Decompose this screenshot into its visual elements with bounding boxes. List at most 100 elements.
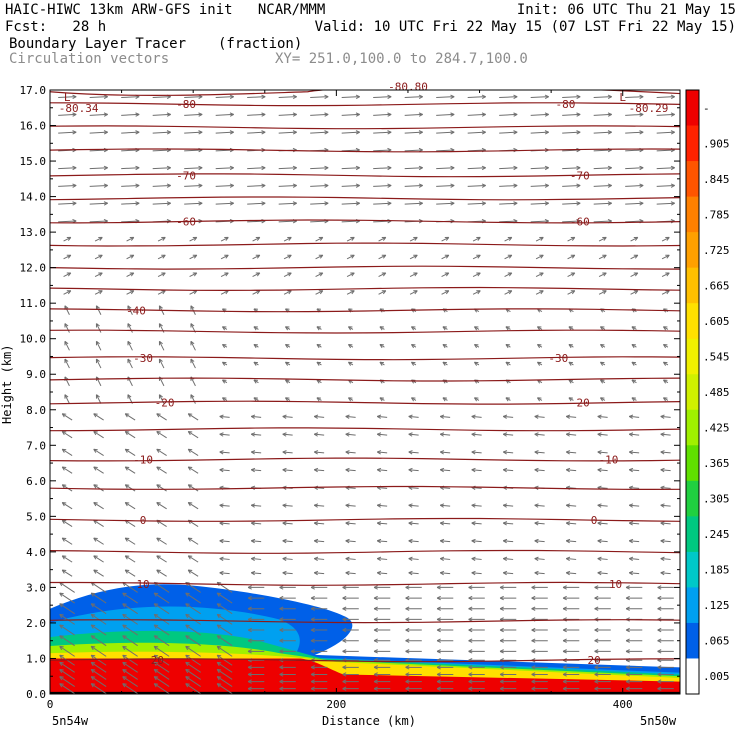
circulation-vector (219, 570, 230, 576)
contour-label: 20 (151, 654, 164, 667)
temperature-contour (50, 265, 680, 270)
circulation-vector (534, 570, 545, 576)
circulation-vector (341, 183, 360, 188)
circulation-vector (61, 537, 73, 545)
circulation-vector (89, 112, 108, 117)
circulation-vector (59, 676, 75, 687)
circulation-vector (184, 112, 203, 117)
circulation-vector (59, 624, 75, 636)
circulation-vector (93, 466, 104, 474)
circulation-vector (600, 326, 606, 331)
circulation-vector (597, 467, 608, 473)
circulation-vector (656, 130, 675, 135)
circulation-vector (625, 595, 643, 601)
circulation-vector (346, 290, 355, 295)
circulation-vector (631, 326, 637, 331)
circulation-vector (313, 432, 325, 437)
circulation-vector (156, 413, 167, 421)
circulation-vector (530, 94, 549, 100)
circulation-vector (90, 581, 107, 593)
circulation-vector (531, 638, 548, 643)
circulation-vector (594, 679, 611, 684)
circulation-vector (95, 305, 102, 316)
colorbar-label: .065 (703, 635, 730, 648)
circulation-vector (625, 672, 643, 677)
circulation-vector (376, 556, 388, 562)
contour-label: -10 (133, 454, 153, 467)
tracer-band-high (50, 658, 680, 694)
colorbar-swatch (686, 196, 699, 233)
contour-label: 0 (140, 514, 147, 527)
circulation-vector (190, 394, 196, 404)
circulation-vector (625, 665, 643, 670)
circulation-vector (405, 627, 422, 633)
circulation-vector (471, 414, 482, 419)
circulation-vector (531, 585, 548, 590)
circulation-vector (439, 556, 451, 562)
x-tick-label: 0 (47, 698, 54, 711)
circulation-vector (89, 201, 108, 206)
circulation-vector (661, 254, 670, 260)
circulation-vector (376, 521, 388, 526)
circulation-vector (216, 654, 233, 666)
circulation-vector (250, 521, 262, 526)
circulation-vector (594, 686, 611, 691)
circulation-vector (341, 201, 360, 206)
circulation-vector (436, 112, 455, 117)
circulation-vector (189, 236, 198, 242)
circulation-vector (535, 272, 544, 278)
circulation-vector (61, 466, 73, 474)
circulation-vector (190, 305, 196, 316)
circulation-vector (90, 603, 107, 615)
circulation-vector (59, 645, 75, 657)
circulation-vector (279, 665, 296, 670)
circulation-vector (408, 450, 419, 455)
circulation-vector (342, 649, 359, 654)
colorbar-swatch (686, 409, 699, 446)
circulation-vector (250, 467, 262, 473)
circulation-vector (441, 290, 450, 295)
circulation-vector (93, 413, 104, 421)
circulation-vector (594, 672, 611, 677)
circulation-vector (499, 649, 517, 654)
circulation-vector (342, 686, 359, 691)
circulation-vector (216, 661, 233, 673)
contour-label: -70 (176, 169, 196, 182)
circulation-vector (279, 649, 296, 654)
circulation-vector (279, 686, 296, 691)
circulation-vector (535, 236, 544, 242)
circulation-vector (219, 450, 230, 455)
colorbar-swatch (686, 232, 699, 269)
circulation-vector (565, 414, 577, 419)
circulation-vector (185, 603, 201, 615)
circulation-vector (310, 595, 328, 601)
colorbar-swatch (686, 125, 699, 162)
circulation-vector (593, 112, 612, 117)
circulation-vector (499, 94, 518, 100)
circulation-vector (252, 290, 261, 295)
circulation-vector (598, 236, 607, 242)
colorbar-label: .905 (703, 137, 730, 150)
circulation-vector (59, 581, 75, 593)
circulation-vector (373, 201, 392, 206)
circulation-vector (278, 165, 297, 171)
circulation-vector (534, 414, 545, 419)
circulation-vector (345, 570, 356, 576)
circulation-vector (562, 606, 580, 611)
circulation-vector (124, 569, 136, 577)
circulation-vector (122, 668, 138, 680)
circulation-vector (247, 130, 266, 135)
circulation-vector (562, 679, 580, 684)
circulation-vector (342, 665, 359, 670)
circulation-vector (285, 326, 291, 331)
circulation-vector (404, 183, 423, 188)
circulation-vector (247, 649, 265, 654)
circulation-vector (247, 585, 265, 590)
circulation-vector (342, 679, 359, 684)
circulation-vector (373, 130, 392, 135)
circulation-vector (373, 672, 391, 677)
circulation-vector (63, 236, 72, 242)
field-name: Boundary Layer Tracer (9, 36, 187, 52)
circulation-vector (534, 503, 545, 508)
circulation-vector (310, 627, 328, 633)
